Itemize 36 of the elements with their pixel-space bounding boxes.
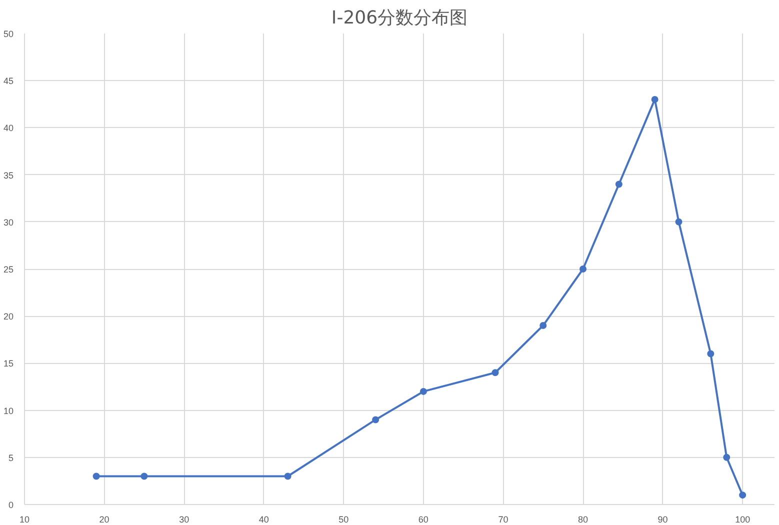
x-tick-label: 10	[19, 514, 30, 524]
y-tick-label: 40	[3, 123, 14, 134]
y-tick-label: 10	[3, 406, 14, 416]
y-tick-label: 45	[3, 76, 14, 86]
x-tick-label: 20	[99, 514, 110, 524]
y-tick-label: 50	[3, 29, 14, 39]
point	[492, 369, 499, 376]
x-tick-label: 90	[658, 514, 668, 524]
point	[707, 350, 714, 358]
x-tick-label: 80	[578, 514, 588, 524]
y-tick-label: 25	[3, 264, 14, 274]
point	[739, 492, 746, 499]
y-tick-label: 15	[3, 358, 14, 369]
point	[723, 454, 730, 461]
y-tick-label: 5	[8, 452, 14, 463]
chart-title: I-206分数分布图	[331, 8, 468, 28]
point	[284, 472, 292, 480]
point	[540, 322, 547, 330]
point	[615, 180, 622, 188]
point	[651, 96, 658, 103]
y-tick-label: 0	[8, 500, 14, 510]
y-tick-label: 20	[3, 312, 14, 322]
point	[420, 388, 427, 395]
x-tick-label: 40	[258, 514, 269, 524]
x-tick-label: 70	[498, 514, 508, 524]
point	[140, 472, 148, 480]
x-tick-label: 50	[338, 514, 349, 524]
y-tick-label: 35	[3, 170, 14, 180]
point	[675, 218, 682, 226]
point	[92, 472, 100, 480]
y-tick-label: 30	[3, 217, 14, 228]
point	[580, 266, 587, 272]
x-tick-label: 60	[418, 514, 428, 524]
x-tick-label: 100	[735, 514, 750, 524]
x-tick-label: 30	[179, 514, 190, 524]
point	[372, 416, 380, 424]
